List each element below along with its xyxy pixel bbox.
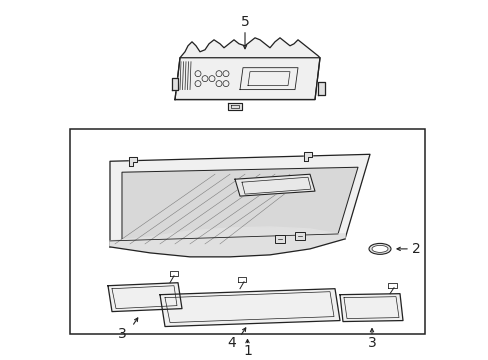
Text: 4: 4 bbox=[227, 337, 236, 350]
Text: 2: 2 bbox=[411, 242, 420, 256]
Polygon shape bbox=[160, 289, 339, 327]
Text: 3: 3 bbox=[118, 327, 126, 341]
Polygon shape bbox=[235, 174, 314, 196]
Bar bbox=[274, 235, 285, 243]
Ellipse shape bbox=[368, 243, 390, 255]
Ellipse shape bbox=[371, 246, 387, 252]
Bar bbox=[70, 129, 424, 333]
Polygon shape bbox=[108, 283, 182, 312]
Text: 3: 3 bbox=[367, 337, 376, 350]
Polygon shape bbox=[175, 58, 319, 100]
Polygon shape bbox=[227, 103, 242, 109]
Polygon shape bbox=[175, 38, 319, 100]
Polygon shape bbox=[110, 154, 369, 247]
Polygon shape bbox=[304, 152, 311, 161]
Polygon shape bbox=[110, 227, 345, 257]
Polygon shape bbox=[339, 294, 402, 321]
Polygon shape bbox=[172, 78, 178, 90]
Polygon shape bbox=[129, 157, 137, 166]
Text: 5: 5 bbox=[240, 15, 249, 29]
Polygon shape bbox=[122, 167, 357, 241]
Text: 1: 1 bbox=[243, 345, 251, 359]
Polygon shape bbox=[317, 82, 325, 95]
Bar bbox=[294, 232, 305, 240]
